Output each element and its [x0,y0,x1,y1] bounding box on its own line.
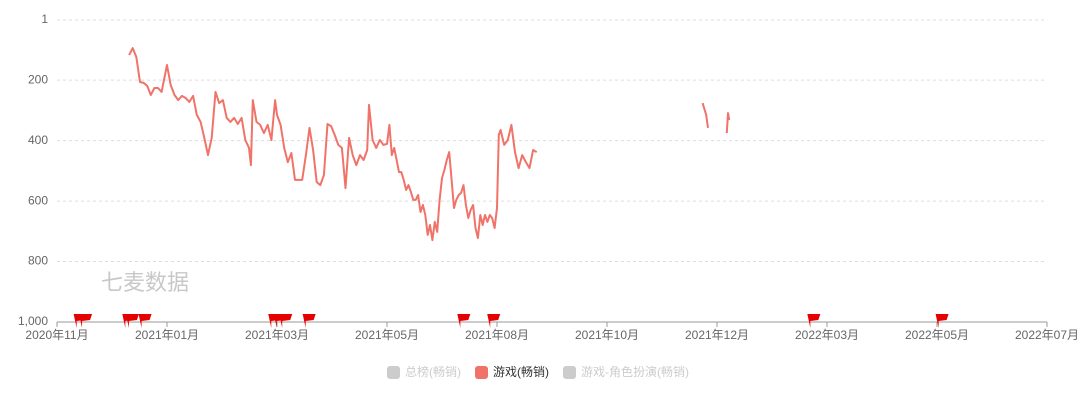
event-flag [457,314,471,328]
y-tick-label: 200 [28,72,48,86]
legend-item[interactable]: 游戏(畅销) [475,365,549,379]
legend-label: 游戏-角色扮演(畅销) [581,364,689,379]
event-flag [487,314,501,328]
event-flag [935,314,949,328]
event-flag [125,314,139,328]
x-tick-label: 2021年01月 [135,328,199,342]
x-tick-label: 2022年05月 [905,328,969,342]
event-flag [279,314,293,328]
legend-item[interactable]: 总榜(畅销) [387,364,461,379]
x-tick-label: 2022年03月 [795,328,859,342]
x-tick-label: 2022年07月 [1015,328,1079,342]
y-tick-label: 1,000 [18,314,48,328]
y-tick-label: 400 [28,133,48,147]
event-flag [302,314,316,328]
series-line [128,47,731,242]
x-tick-label: 2021年08月 [465,328,529,342]
legend-label: 游戏(畅销) [493,365,549,379]
legend-swatch [563,366,576,379]
x-tick-label: 2021年05月 [355,328,419,342]
x-tick-label: 2020年11月 [25,328,88,342]
legend-label: 总榜(畅销) [405,364,461,379]
event-flag [79,314,93,328]
x-tick-label: 2021年03月 [245,328,309,342]
y-tick-label: 800 [28,254,48,268]
legend-swatch [387,366,400,379]
y-tick-label: 600 [28,193,48,207]
x-tick-label: 2021年10月 [575,328,639,342]
legend-item[interactable]: 游戏-角色扮演(畅销) [563,364,689,379]
event-flag [807,314,821,328]
event-flag [138,314,152,328]
legend-swatch [475,366,488,379]
watermark: 七麦数据 [101,270,189,295]
y-tick-label: 1 [41,12,48,26]
x-tick-label: 2021年12月 [685,328,749,342]
